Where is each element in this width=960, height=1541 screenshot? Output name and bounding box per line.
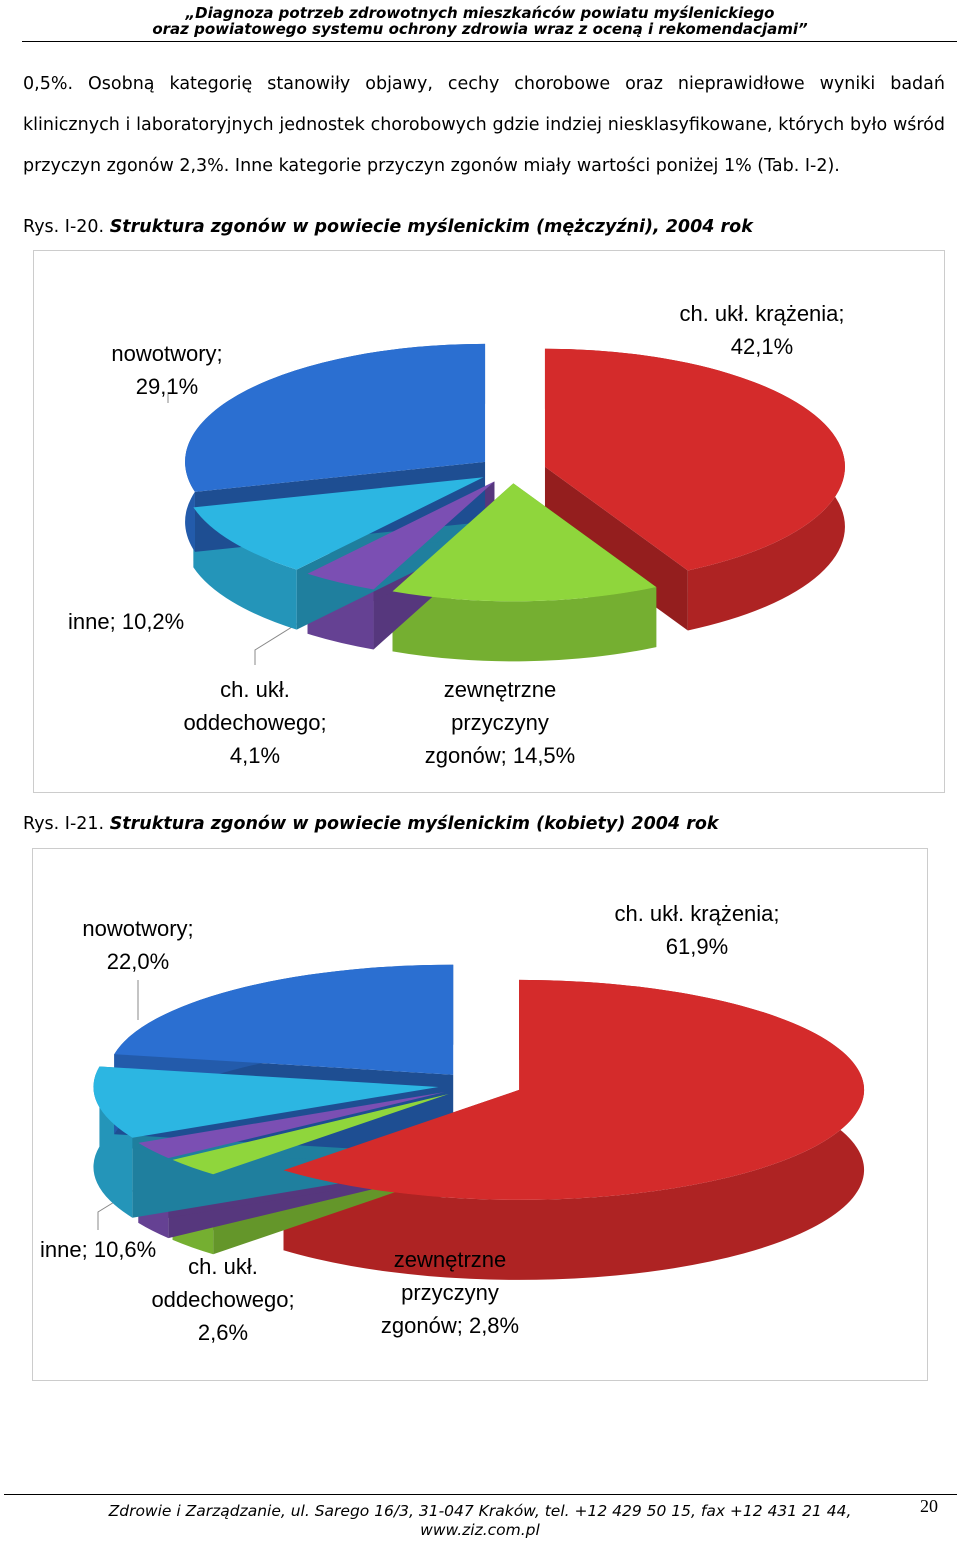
- pie-slice: [185, 343, 486, 492]
- header-line: oraz powiatowego systemu ochrony zdrowia…: [152, 20, 808, 38]
- pie-slice: [392, 483, 657, 602]
- pie-slice: [283, 979, 865, 1200]
- data-label: nowotwory; 29,1%: [92, 337, 242, 403]
- pie-slice: [172, 1093, 449, 1175]
- value-label: 61,9%: [665, 934, 729, 959]
- category-label: inne;: [68, 609, 116, 634]
- category-label: zewnętrzne przyczyny zgonów;: [424, 677, 557, 768]
- data-label: ch. ukł. oddechowego; 4,1%: [170, 673, 340, 772]
- slice-side: [392, 587, 657, 662]
- pie-slice: [138, 1092, 445, 1159]
- pie-slice: [193, 477, 484, 570]
- value-label: 4,1%: [229, 743, 281, 768]
- data-label: nowotwory; 22,0%: [63, 912, 213, 978]
- data-label: inne; 10,6%: [40, 1233, 156, 1266]
- value-label: 29,1%: [135, 374, 199, 399]
- caption: Rys. I-21. Struktura zgonów w powiecie m…: [23, 814, 719, 834]
- page-number: 20: [920, 1496, 938, 1516]
- figure-label: Rys. I-21.: [23, 814, 105, 834]
- pie-slice: [307, 481, 495, 590]
- figure-title: Struktura zgonów w powiecie myślenickim …: [109, 217, 753, 237]
- category-label: nowotwory;: [82, 916, 194, 941]
- value-label: 42,1%: [730, 334, 794, 359]
- category-label: nowotwory;: [111, 341, 223, 366]
- caption: Rys. I-20. Struktura zgonów w powiecie m…: [23, 217, 753, 237]
- slice-side: [93, 1066, 133, 1218]
- paragraph: 0,5%. Osobną kategorię stanowiły objawy,…: [23, 74, 945, 176]
- chart-frame: [32, 848, 928, 1381]
- pie-slice: [93, 1066, 439, 1138]
- data-label: zewnętrzne przyczyny zgonów; 14,5%: [413, 673, 588, 772]
- footer-website: www.ziz.com.pl: [420, 1521, 540, 1539]
- pie-slice: [114, 964, 454, 1075]
- category-label: ch. ukł. krążenia;: [679, 301, 845, 326]
- figure-label: Rys. I-20.: [23, 217, 105, 237]
- value-label: 2,6%: [197, 1320, 249, 1345]
- value-label: 10,2%: [121, 609, 185, 634]
- category-label: zewnętrzne przyczyny zgonów;: [380, 1247, 507, 1338]
- value-label: 2,8%: [468, 1313, 520, 1338]
- value-label: 22,0%: [106, 949, 170, 974]
- header-line: „Diagnoza potrzeb zdrowotnych mieszkańcó…: [185, 4, 775, 22]
- footer-rule: [4, 1494, 957, 1495]
- footer-address: Zdrowie i Zarządzanie, ul. Sarego 16/3, …: [108, 1502, 852, 1520]
- data-label: ch. ukł. krążenia; 61,9%: [582, 897, 812, 963]
- leader-line: [254, 621, 301, 665]
- pie-slice: [544, 348, 845, 571]
- category-label: ch. ukł. oddechowego;: [183, 677, 327, 735]
- figure-title: Struktura zgonów w powiecie myślenickim …: [109, 814, 719, 834]
- data-label: inne; 10,2%: [68, 605, 184, 638]
- category-label: inne;: [40, 1237, 88, 1262]
- chart-frame: [33, 250, 945, 793]
- category-label: ch. ukł. krążenia;: [614, 901, 780, 926]
- value-label: 10,6%: [93, 1237, 157, 1262]
- data-label: ch. ukł. oddechowego; 2,6%: [138, 1250, 308, 1349]
- data-label: ch. ukł. krążenia; 42,1%: [647, 297, 877, 363]
- data-label: zewnętrzne przyczyny zgonów; 2,8%: [363, 1243, 538, 1342]
- header-rule: [22, 41, 957, 42]
- value-label: 14,5%: [512, 743, 576, 768]
- category-label: ch. ukł. oddechowego;: [151, 1254, 295, 1312]
